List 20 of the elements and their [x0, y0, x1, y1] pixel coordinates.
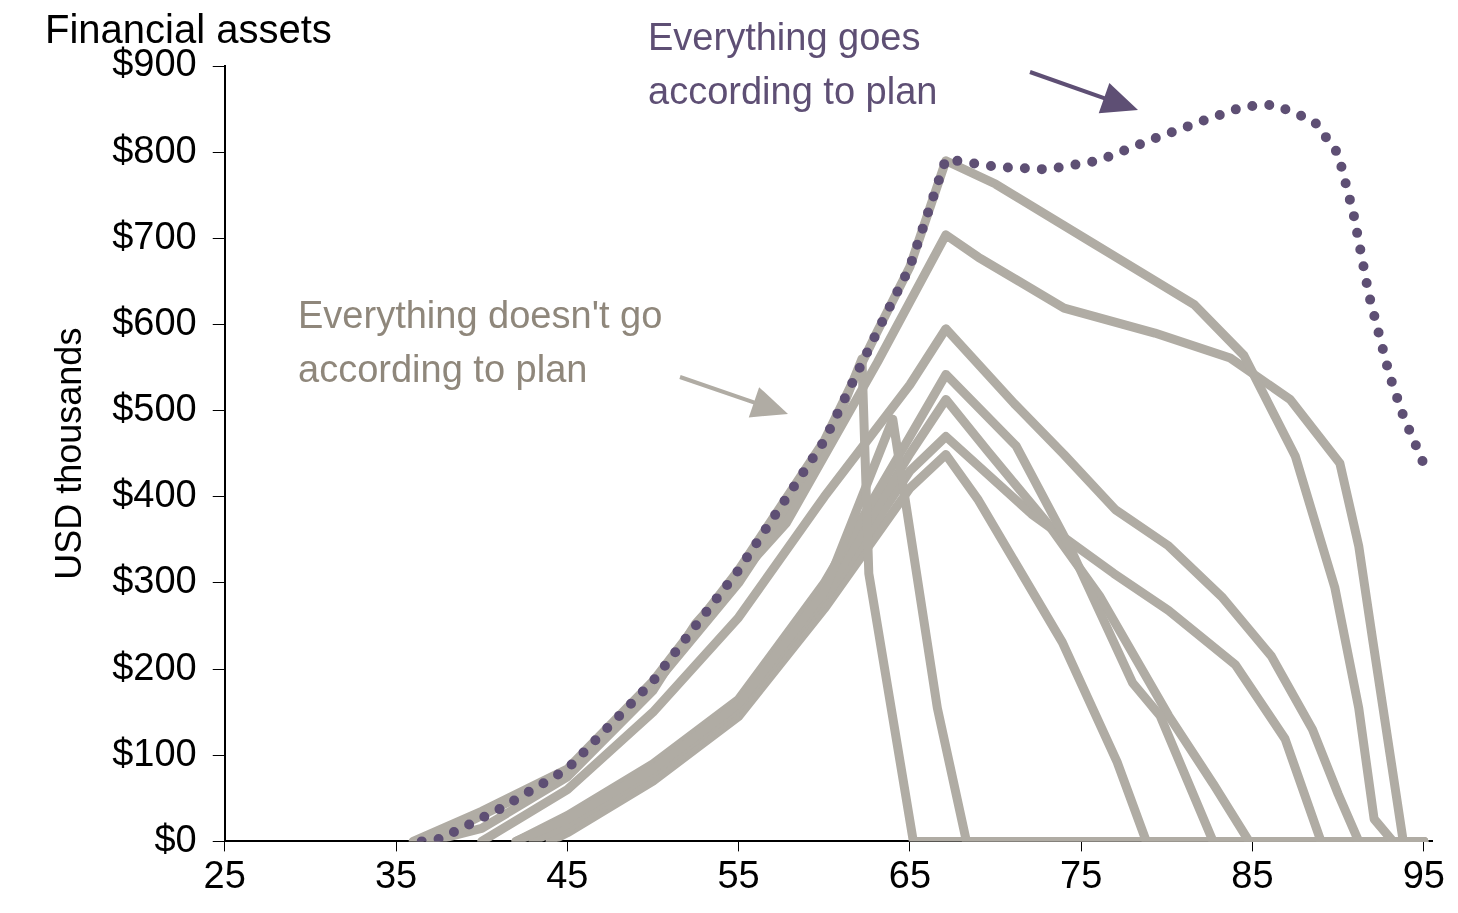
y-tick-label: $700 [112, 214, 197, 257]
x-tick-label: 85 [1231, 853, 1274, 896]
y-tick-label: $200 [112, 645, 197, 688]
x-tick-label: 45 [546, 853, 589, 896]
x-tick-label: 75 [1060, 853, 1103, 896]
y-tick-label: $800 [112, 128, 197, 171]
y-axis-title: USD thousands [47, 327, 89, 580]
y-tick-label: $300 [112, 559, 197, 602]
x-tick-label: 65 [888, 853, 932, 896]
x-tick-label: 25 [203, 853, 246, 896]
annotation: Everything goes according to plan [648, 15, 939, 114]
x-tick-label: 55 [717, 853, 760, 896]
y-tick-label: $0 [154, 817, 197, 860]
y-tick-label: $100 [112, 731, 197, 774]
x-tick-label: 35 [374, 853, 418, 896]
x-tick-label: 95 [1402, 853, 1445, 896]
y-tick-label: $400 [112, 473, 197, 516]
y-tick-label: $600 [112, 300, 197, 343]
annotation: Everything doesn't go according to plan [298, 293, 664, 392]
y-tick-label: $500 [112, 387, 197, 430]
